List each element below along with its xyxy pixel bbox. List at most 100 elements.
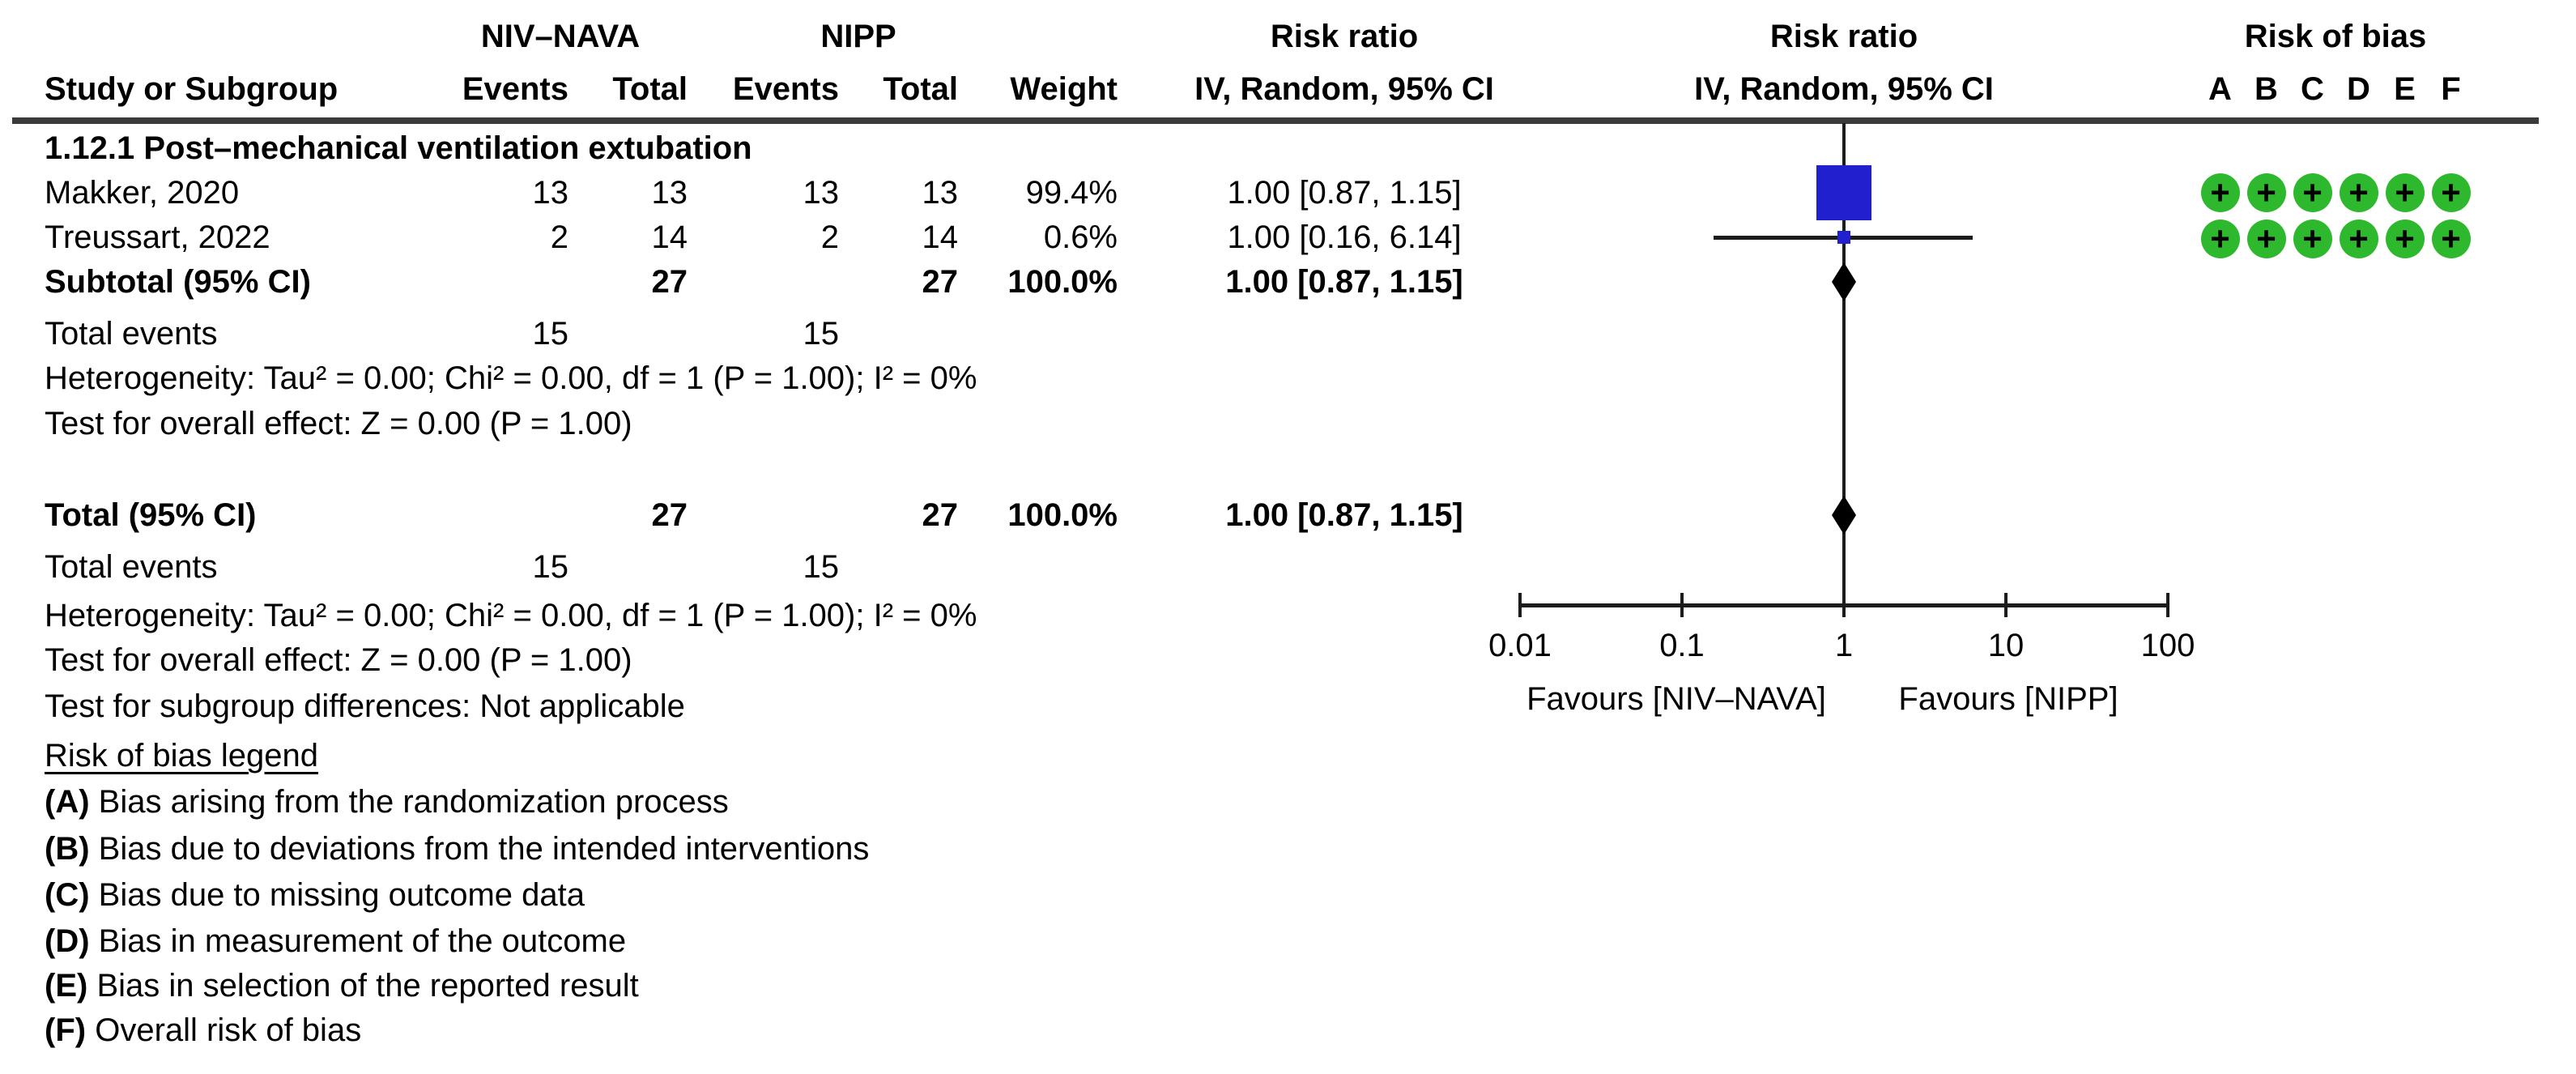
- total1-column-header: Total: [612, 71, 688, 107]
- total2-column-header: Total: [883, 71, 958, 107]
- events1-column-header: Events: [462, 71, 568, 107]
- study-events2: 2: [820, 219, 839, 255]
- null-effect-line: [1842, 123, 1846, 605]
- subtotal-diamond: [1832, 262, 1856, 301]
- rob-row-treussart: + + + + + +: [2197, 219, 2474, 258]
- risk-of-bias-title: Risk of bias: [2244, 19, 2427, 54]
- rob-legend-item: (F) Overall risk of bias: [45, 1008, 361, 1053]
- subtotal-total2: 27: [922, 264, 959, 300]
- rob-legend-title: Risk of bias legend: [45, 738, 318, 774]
- rob-low-risk-icon: +: [2339, 173, 2378, 212]
- rob-low-risk-icon: +: [2200, 219, 2240, 258]
- weight-column-header: Weight: [1010, 71, 1118, 107]
- study-events2: 13: [803, 175, 840, 211]
- subtotal-total1: 27: [651, 264, 688, 300]
- plot-column-subtitle: IV, Random, 95% CI: [1694, 71, 1994, 107]
- rob-judgement: +: [2256, 219, 2276, 258]
- total-events-label: Total events: [45, 316, 218, 352]
- rob-low-risk-icon: +: [2293, 173, 2332, 212]
- rob-low-risk-icon: +: [2293, 219, 2332, 258]
- heterogeneity-text: Heterogeneity: Tau² = 0.00; Chi² = 0.00,…: [45, 598, 977, 633]
- study-total1: 14: [651, 219, 688, 255]
- rob-legend-key: (E): [45, 968, 88, 1004]
- rob-judgement: +: [2395, 173, 2415, 211]
- effect-column-title: Risk ratio: [1270, 19, 1419, 54]
- rob-legend-text: Bias due to deviations from the intended…: [98, 831, 870, 867]
- rob-legend-key: (A): [45, 784, 90, 820]
- x-axis-tick: [1518, 593, 1522, 617]
- total-weight: 100.0%: [1007, 497, 1118, 533]
- plot-column-title: Risk ratio: [1769, 19, 1918, 54]
- effect-column-subtitle: IV, Random, 95% CI: [1194, 71, 1494, 107]
- x-axis-tick: [1842, 593, 1846, 617]
- rob-legend-key: (C): [45, 877, 90, 913]
- favours-right-label: Favours [NIPP]: [1898, 681, 2118, 717]
- rob-low-risk-icon: +: [2431, 173, 2471, 212]
- rob-judgement: +: [2348, 219, 2369, 258]
- group-experimental-header: NIV–NAVA: [480, 19, 641, 54]
- study-events1: 13: [532, 175, 569, 211]
- x-tick-label: 1: [1834, 628, 1854, 663]
- total-events2: 15: [803, 549, 840, 585]
- total-events1: 15: [532, 549, 569, 585]
- x-tick-label: 0.01: [1488, 628, 1552, 663]
- events2-column-header: Events: [732, 71, 839, 107]
- total-diamond: [1832, 496, 1856, 535]
- subgroup-differences-text: Test for subgroup differences: Not appli…: [45, 688, 685, 724]
- rob-judgement: +: [2441, 219, 2461, 258]
- rob-judgement: +: [2256, 173, 2276, 211]
- rob-legend-item: (D) Bias in measurement of the outcome: [45, 918, 626, 964]
- subtotal-estimate: 1.00 [0.87, 1.15]: [1225, 264, 1463, 300]
- rob-legend-item: (B) Bias due to deviations from the inte…: [45, 826, 869, 872]
- heterogeneity-text: Heterogeneity: Tau² = 0.00; Chi² = 0.00,…: [45, 360, 977, 396]
- rob-judgement: +: [2302, 173, 2323, 211]
- rob-judgement: +: [2348, 173, 2369, 211]
- x-tick-label: 0.1: [1659, 628, 1705, 663]
- rob-low-risk-icon: +: [2246, 173, 2286, 212]
- study-name: Makker, 2020: [45, 175, 240, 211]
- rob-letter-headers: A B C D E F: [2197, 66, 2474, 112]
- rob-letter-b: B: [2255, 71, 2278, 107]
- x-axis-tick: [2166, 593, 2169, 617]
- rob-legend-text: Bias due to missing outcome data: [98, 877, 585, 913]
- rob-legend-key: (D): [45, 923, 90, 959]
- rob-low-risk-icon: +: [2339, 219, 2378, 258]
- rob-letter-a: A: [2208, 71, 2232, 107]
- rob-low-risk-icon: +: [2385, 219, 2425, 258]
- rob-legend-text: Overall risk of bias: [95, 1012, 362, 1048]
- rob-letter-e: E: [2394, 71, 2416, 107]
- overall-effect-text: Test for overall effect: Z = 0.00 (P = 1…: [45, 406, 632, 441]
- rob-letter-c: C: [2301, 71, 2324, 107]
- rob-judgement: +: [2302, 219, 2323, 258]
- study-column-header: Study or Subgroup: [45, 71, 338, 107]
- x-axis-tick: [1680, 593, 1684, 617]
- rob-judgement: +: [2441, 173, 2461, 211]
- total-label: Total (95% CI): [45, 497, 257, 533]
- study-events1: 2: [550, 219, 568, 255]
- rob-legend-item: (C) Bias due to missing outcome data: [45, 872, 585, 918]
- rob-judgement: +: [2395, 219, 2415, 258]
- rob-legend-item: (A) Bias arising from the randomization …: [45, 779, 729, 825]
- rob-legend-text: Bias in selection of the reported result: [96, 968, 639, 1004]
- total-total1: 27: [651, 497, 688, 533]
- point-estimate-treussart: [1837, 231, 1850, 244]
- total-events-label: Total events: [45, 549, 218, 585]
- rob-judgement: +: [2210, 173, 2230, 211]
- point-estimate-makker: [1816, 165, 1871, 220]
- study-total2: 14: [922, 219, 959, 255]
- rob-legend-text: Bias in measurement of the outcome: [98, 923, 627, 959]
- x-axis-tick: [2004, 593, 2008, 617]
- study-estimate: 1.00 [0.87, 1.15]: [1227, 175, 1462, 211]
- study-weight: 99.4%: [1025, 175, 1118, 211]
- rob-letter-f: F: [2441, 71, 2461, 107]
- favours-left-label: Favours [NIV–NAVA]: [1526, 681, 1826, 717]
- subtotal-label: Subtotal (95% CI): [45, 264, 311, 300]
- total-events1: 15: [532, 316, 569, 352]
- rob-low-risk-icon: +: [2431, 219, 2471, 258]
- rob-letter-d: D: [2347, 71, 2370, 107]
- header-divider-rule: [12, 117, 2539, 124]
- study-total2: 13: [922, 175, 959, 211]
- total-events2: 15: [803, 316, 840, 352]
- x-tick-label: 100: [2140, 628, 2195, 663]
